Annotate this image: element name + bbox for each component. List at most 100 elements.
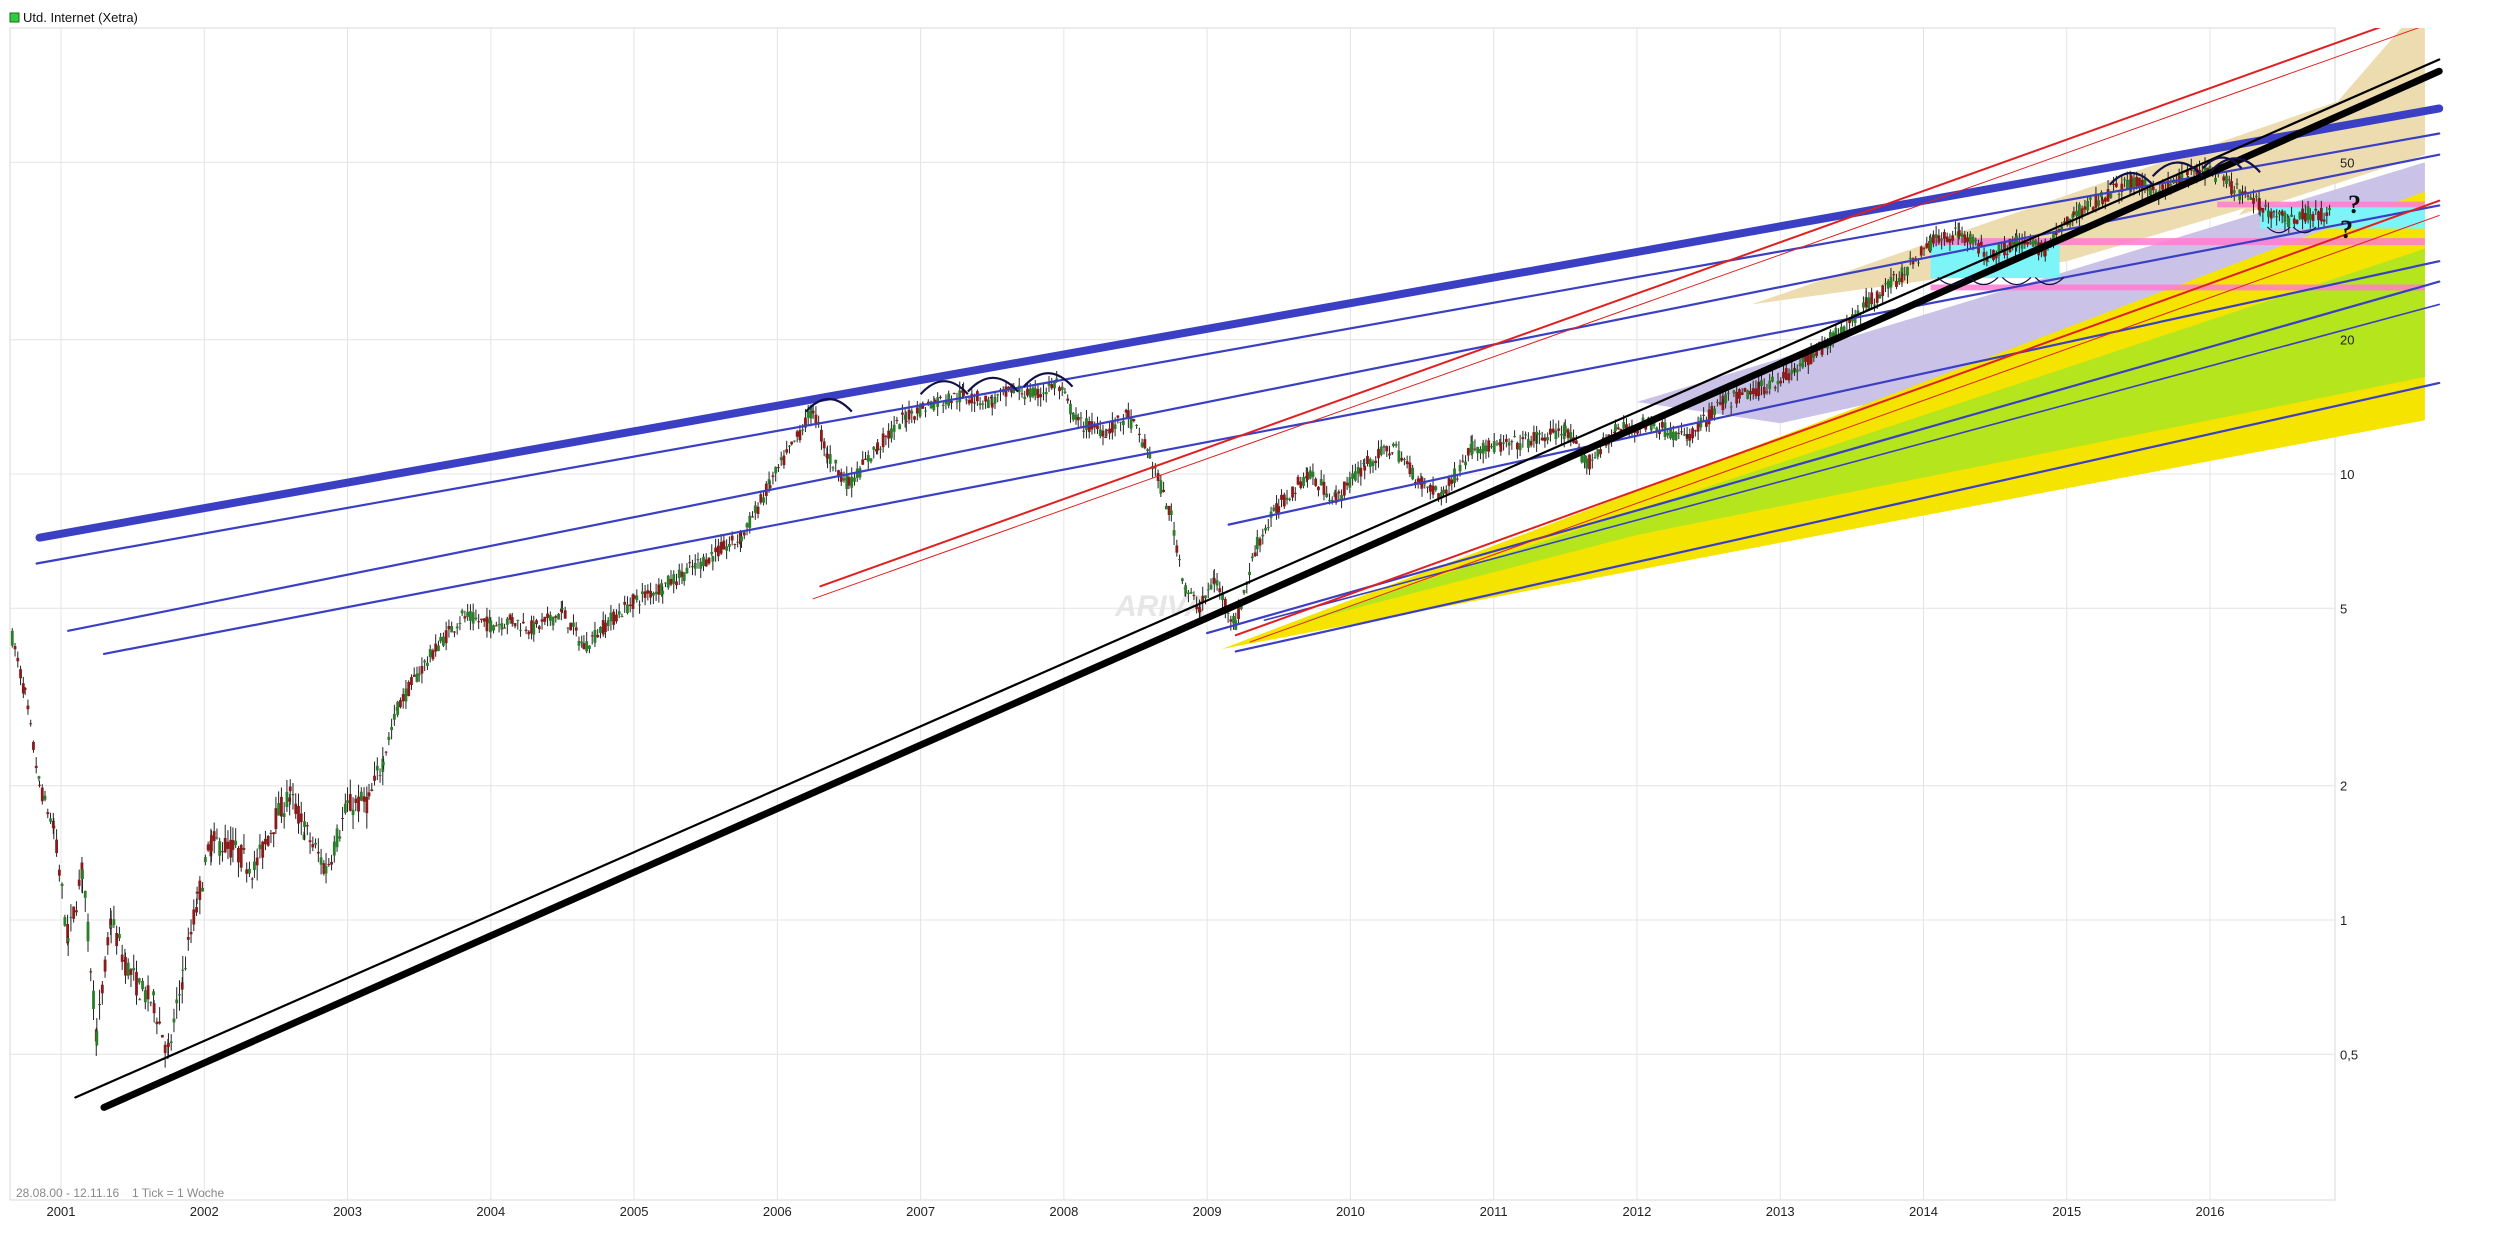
candle-body [554,616,558,618]
candle-body [973,402,977,404]
candle-body [1036,388,1040,399]
candle-body [1971,236,1975,244]
candle-body [1588,454,1591,470]
trend-lines [35,28,2444,1111]
candle-body [215,837,219,839]
candle-body [779,457,783,461]
candle-body [1669,427,1672,439]
candle-body [1867,297,1871,310]
candle-body [34,765,38,769]
candle-body [1951,235,1955,241]
candle-body [1596,449,1600,457]
candle-body [40,787,44,802]
candle-body [1020,393,1024,395]
candle-body [1288,498,1292,500]
candle-body [175,999,179,1004]
candle-body [1934,234,1938,239]
candle-body [1028,388,1032,398]
candle-body [1809,349,1813,364]
candle-body [811,410,815,414]
candle-body [1776,381,1780,385]
candle-body [1806,354,1810,366]
candle-body [952,392,956,394]
candle-body [955,401,959,403]
candle-body [1105,430,1109,432]
candle-body [327,863,331,865]
candle-body [2129,175,2133,189]
candle-body [1502,442,1505,444]
candle-body [129,969,133,975]
candle-body [774,466,778,474]
tick-info-footer: 1 Tick = 1 Woche [132,1186,224,1200]
candle-body [2138,177,2141,188]
candle-body [245,869,249,874]
candle-body [274,808,278,830]
candle-body [2254,196,2258,198]
candle-body [1135,424,1139,426]
candle-body [2264,204,2268,207]
candle-body [839,472,843,482]
candle-body [1481,442,1485,454]
top-arcs [805,156,2317,413]
candle-body [788,445,791,447]
candle-body [1308,470,1312,479]
candle-body [38,784,41,786]
candle-body [688,562,692,564]
candle-body [1660,421,1664,428]
candle-body [401,694,405,702]
candle-body [740,536,743,542]
channel-fill-yellow [1221,191,2425,650]
candle-body [876,442,880,451]
candle-body [10,630,14,646]
candle-body [1943,231,1946,239]
candle-body [895,419,899,421]
candle-body [1101,430,1105,437]
candle-body [450,625,454,633]
candle-body [1757,388,1761,396]
arc-annotation [2151,161,2204,178]
candle-body [1499,442,1503,452]
candle-body [1071,412,1075,420]
candle-body [1461,460,1465,462]
arc-annotation-small [2034,276,2065,286]
candle-body [725,546,729,551]
candle-body [442,636,445,646]
candle-body [124,957,127,976]
candle-body [669,578,673,585]
trendline-black-thick [100,67,2443,1111]
candle-body [1143,439,1147,449]
candle-body [410,677,413,685]
candle-body [1124,409,1128,413]
candle-body [1390,452,1394,454]
candle-body [455,626,459,629]
question-mark-annotation: ? [2348,190,2361,219]
candle-body [1540,437,1544,441]
candle-body [1688,433,1692,441]
candle-body [1325,493,1329,497]
candle-body [1727,392,1730,394]
candle-body [248,868,251,874]
candle-body [1476,446,1480,454]
candle-body [793,440,796,442]
candle-body [1140,442,1144,447]
candle-body [795,431,799,437]
candle-body [2060,226,2064,232]
candle-body [950,401,953,403]
x-tick-label: 2013 [1766,1204,1795,1219]
candle-body [1411,467,1415,480]
candle-body [497,624,501,626]
candle-body [733,543,737,545]
candle-body [1691,428,1694,439]
candle-body [814,414,818,425]
candle-body [1625,424,1628,431]
candle-body [680,571,684,577]
candle-body [1636,429,1639,434]
candle-body [390,727,394,731]
candle-body [1400,457,1404,461]
candle-body [853,477,856,482]
x-tick-label: 2004 [476,1204,505,1219]
candle-body [716,545,720,557]
candle-body [869,458,873,462]
candle-body [266,836,270,846]
candle-body [691,566,694,568]
